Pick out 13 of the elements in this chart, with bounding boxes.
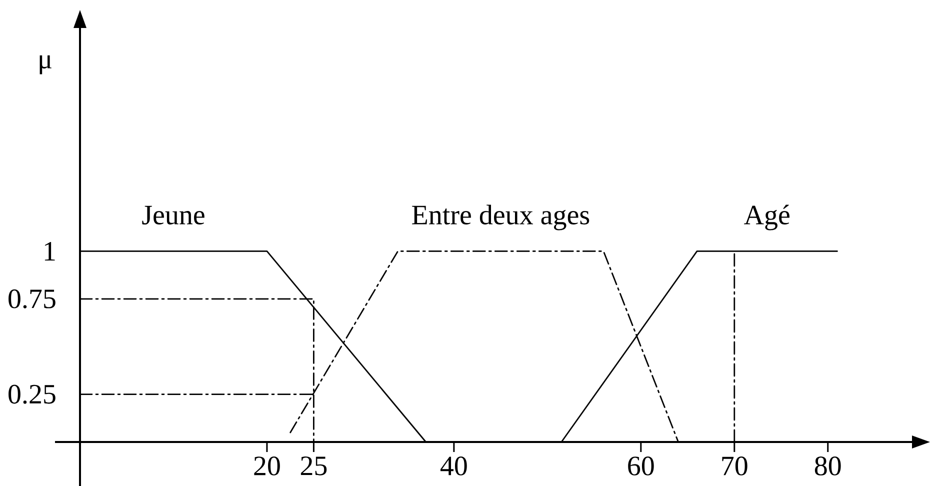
x-tick-label: 70: [722, 456, 748, 476]
x-tick-label: 40: [440, 456, 467, 476]
x-tick-label: 20: [254, 456, 280, 476]
series-label: Jeune: [142, 206, 204, 224]
x-tick-label: 25: [300, 456, 327, 476]
y-tick-label: 0.75: [8, 289, 56, 308]
y-axis-title: μ: [40, 55, 52, 74]
x-tick-label: 60: [628, 456, 654, 476]
y-tick-label: 1: [44, 242, 55, 260]
x-tick-label: 80: [814, 456, 841, 476]
series-label: Agé: [744, 204, 790, 230]
series-label: Entre deux ages: [412, 204, 590, 230]
y-tick-label: 0.25: [8, 384, 56, 404]
